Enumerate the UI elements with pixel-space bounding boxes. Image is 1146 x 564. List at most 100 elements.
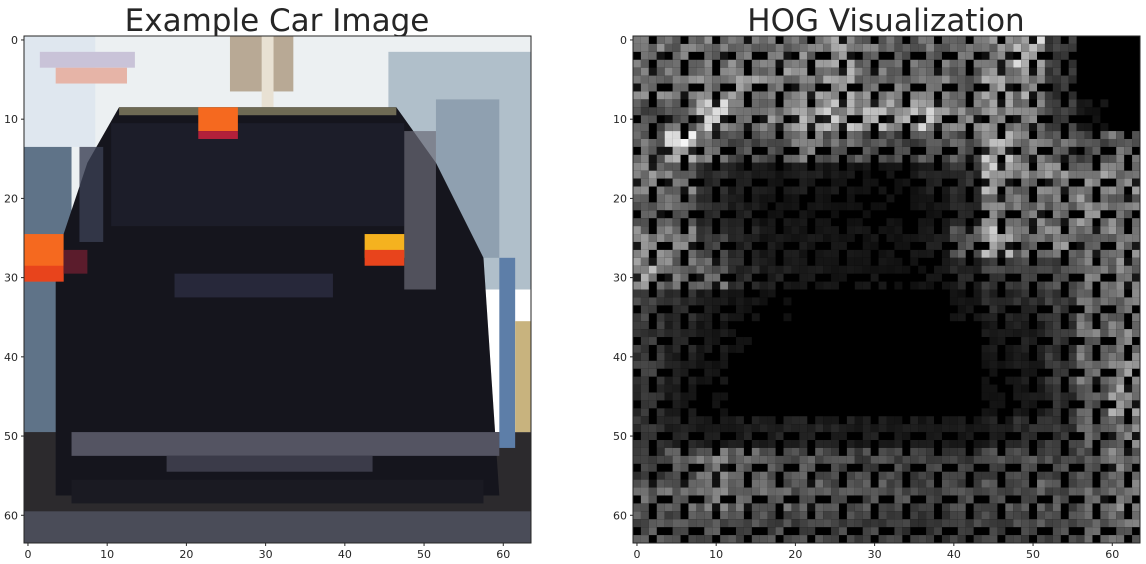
hog-cell-pixel xyxy=(1005,194,1014,203)
hog-cell-pixel xyxy=(743,36,752,44)
hog-cell-pixel xyxy=(1108,194,1117,203)
hog-cell-pixel xyxy=(735,535,744,543)
hog-cell-pixel xyxy=(981,281,990,290)
hog-cell-pixel xyxy=(728,75,736,84)
hog-cell-pixel xyxy=(735,281,744,290)
hog-cell-pixel xyxy=(854,249,863,258)
hog-cell-pixel xyxy=(941,519,950,528)
hog-cell-pixel xyxy=(862,432,871,441)
hog-cell-pixel xyxy=(918,416,927,425)
hog-cell-pixel xyxy=(775,59,784,68)
hog-cell-pixel xyxy=(1084,234,1093,242)
hog-cell-pixel xyxy=(1060,368,1069,377)
hog-cell-pixel xyxy=(767,519,776,528)
hog-cell-pixel xyxy=(783,75,792,84)
hog-cell-pixel xyxy=(846,138,855,147)
hog-cell-pixel xyxy=(989,313,998,322)
hog-cell-pixel xyxy=(949,447,958,456)
hog-cell-pixel xyxy=(696,67,705,76)
hog-y-tick-label: 20 xyxy=(613,192,627,205)
hog-cell-pixel xyxy=(1108,186,1117,195)
hog-cell-pixel xyxy=(799,75,808,84)
hog-cell-pixel xyxy=(1116,440,1125,448)
hog-cell-pixel xyxy=(1076,123,1085,132)
hog-cell-pixel xyxy=(633,424,641,433)
hog-cell-pixel xyxy=(648,519,657,528)
hog-cell-pixel xyxy=(1060,495,1069,504)
hog-cell-pixel xyxy=(823,75,832,84)
hog-cell-pixel xyxy=(894,67,903,76)
hog-cell-pixel xyxy=(973,131,982,139)
hog-cell-pixel xyxy=(918,36,927,44)
hog-cell-pixel xyxy=(1116,210,1125,219)
hog-cell-pixel xyxy=(720,487,729,496)
hog-cell-pixel xyxy=(1116,297,1125,306)
hog-cell-pixel xyxy=(1044,170,1053,179)
hog-cell-pixel xyxy=(1068,471,1077,480)
hog-cell-pixel xyxy=(1060,400,1069,409)
hog-cell-pixel xyxy=(886,91,895,100)
hog-cell-pixel xyxy=(1076,321,1085,330)
hog-cell-pixel xyxy=(775,234,784,242)
hog-cell-pixel xyxy=(1052,337,1061,345)
hog-cell-pixel xyxy=(728,131,736,139)
hog-cell-pixel xyxy=(799,115,808,124)
hog-cell-pixel xyxy=(862,107,871,116)
hog-cell-pixel xyxy=(957,123,966,132)
hog-cell-pixel xyxy=(823,487,832,496)
hog-cell-pixel xyxy=(704,313,713,322)
hog-cell-pixel xyxy=(973,234,982,242)
hog-cell-pixel xyxy=(831,131,839,139)
hog-cell-pixel xyxy=(1084,241,1093,250)
hog-cell-pixel xyxy=(870,115,879,124)
hog-cell-pixel xyxy=(751,194,760,203)
hog-cell-pixel xyxy=(1060,234,1069,242)
hog-cell-pixel xyxy=(949,59,958,68)
hog-cell-pixel xyxy=(902,487,911,496)
hog-cell-pixel xyxy=(934,234,942,242)
hog-cell-pixel xyxy=(633,138,641,147)
hog-cell-pixel xyxy=(989,257,998,266)
hog-cell-pixel xyxy=(720,138,729,147)
hog-cell-pixel xyxy=(664,146,673,155)
hog-cell-pixel xyxy=(664,416,673,425)
hog-cell-pixel xyxy=(1013,321,1022,330)
hog-cell-pixel xyxy=(941,265,950,274)
hog-cell-pixel xyxy=(846,162,855,171)
hog-cell-pixel xyxy=(1092,392,1101,401)
hog-cell-pixel xyxy=(1005,360,1014,369)
hog-cell-pixel xyxy=(767,257,776,266)
hog-cell-pixel xyxy=(1060,519,1069,528)
hog-cell-pixel xyxy=(1092,170,1101,179)
hog-cell-pixel xyxy=(664,535,673,543)
hog-cell-pixel xyxy=(1005,344,1014,353)
hog-cell-pixel xyxy=(815,115,824,124)
hog-cell-pixel xyxy=(934,178,942,187)
hog-cell-pixel xyxy=(934,519,942,528)
hog-cell-pixel xyxy=(965,519,974,528)
hog-cell-pixel xyxy=(783,226,792,235)
hog-cell-pixel xyxy=(815,281,824,290)
hog-cell-pixel xyxy=(1021,67,1030,76)
hog-cell-pixel xyxy=(767,36,776,44)
hog-cell-pixel xyxy=(1084,123,1093,132)
hog-cell-pixel xyxy=(1084,146,1093,155)
hog-cell-pixel xyxy=(704,234,713,242)
hog-cell-pixel xyxy=(957,527,966,536)
hog-cell-pixel xyxy=(656,194,665,203)
hog-cell-pixel xyxy=(1132,479,1140,488)
hog-cell-pixel xyxy=(1021,194,1030,203)
hog-cell-pixel xyxy=(672,329,681,338)
hog-cell-pixel xyxy=(838,273,847,282)
left-tail-light-lower xyxy=(24,265,64,282)
hog-cell-pixel xyxy=(735,273,744,282)
hog-frame xyxy=(632,35,1141,544)
hog-cell-pixel xyxy=(831,447,839,456)
hog-cell-pixel xyxy=(1132,297,1140,306)
hog-cell-pixel xyxy=(720,392,729,401)
hog-cell-pixel xyxy=(1108,384,1117,393)
hog-cell-pixel xyxy=(870,495,879,504)
hog-cell-pixel xyxy=(751,91,760,100)
third-brake-light xyxy=(198,107,238,132)
hog-cell-pixel xyxy=(918,487,927,496)
